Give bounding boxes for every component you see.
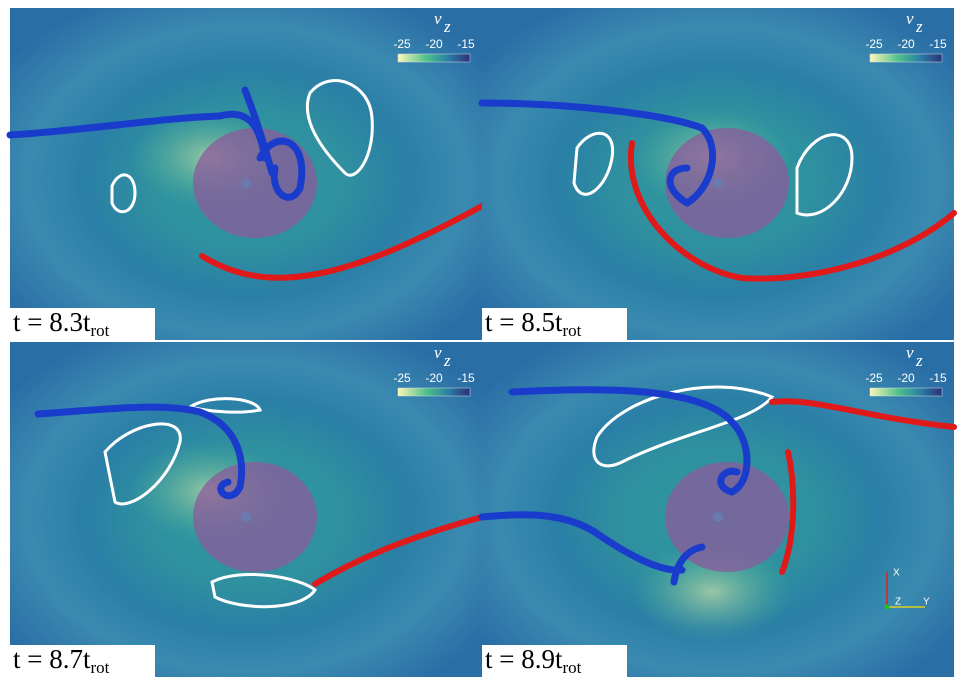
colorbar-tick: -20 xyxy=(425,371,443,385)
center-marker xyxy=(713,512,723,522)
time-label-sub: rot xyxy=(562,658,581,677)
center-marker xyxy=(713,178,723,188)
colorbar-tick: -20 xyxy=(897,37,915,51)
colorbar-tick: -20 xyxy=(897,371,915,385)
colorbar xyxy=(870,388,942,396)
core-region xyxy=(193,462,317,572)
figure: vz-25-20-15t = 8.3trotvz-25-20-15t = 8.5… xyxy=(0,0,963,677)
colorbar-tick: -25 xyxy=(865,371,883,385)
time-label-text: t = 8.5t xyxy=(485,307,563,337)
colorbar-tick: -15 xyxy=(929,37,947,51)
colorbar-tick: -25 xyxy=(865,37,883,51)
time-label-sub: rot xyxy=(90,658,109,677)
triad-origin xyxy=(885,605,890,610)
colorbar-title: v xyxy=(434,9,442,28)
colorbar xyxy=(398,388,470,396)
time-label-sub: rot xyxy=(90,321,109,340)
colorbar-title: v xyxy=(434,343,442,362)
colorbar-title: v xyxy=(906,343,914,362)
colorbar-tick: -20 xyxy=(425,37,443,51)
colorbar-tick: -15 xyxy=(457,37,475,51)
time-label-text: t = 8.7t xyxy=(13,644,91,674)
colorbar-tick: -25 xyxy=(393,371,411,385)
core-region xyxy=(665,128,789,238)
colorbar xyxy=(870,54,942,62)
colorbar-title-sub: z xyxy=(443,351,451,370)
triad-label: X xyxy=(893,568,900,579)
colorbar-tick: -15 xyxy=(457,371,475,385)
time-label-text: t = 8.3t xyxy=(13,307,91,337)
colorbar-tick: -25 xyxy=(393,37,411,51)
colorbar-title: v xyxy=(906,9,914,28)
colorbar-title-sub: z xyxy=(915,351,923,370)
center-marker xyxy=(241,512,251,522)
triad-label: Z xyxy=(895,597,901,608)
colorbar xyxy=(398,54,470,62)
time-label-sub: rot xyxy=(562,321,581,340)
colorbar-title-sub: z xyxy=(443,17,451,36)
triad-label: Y xyxy=(923,597,930,608)
colorbar-title-sub: z xyxy=(915,17,923,36)
colorbar-tick: -15 xyxy=(929,371,947,385)
center-marker xyxy=(241,178,251,188)
time-label-text: t = 8.9t xyxy=(485,644,563,674)
